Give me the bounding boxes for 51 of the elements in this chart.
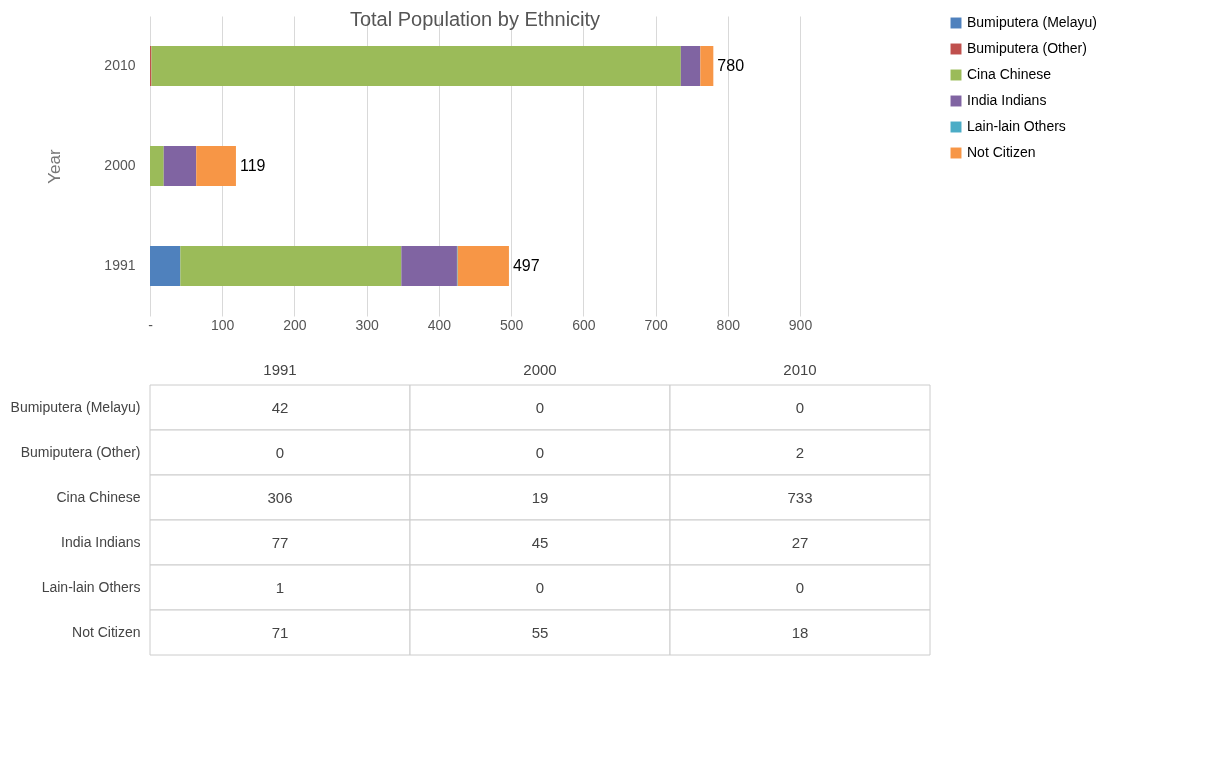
legend-label: Lain-lain Others — [967, 118, 1066, 134]
x-tick-label: 400 — [427, 316, 452, 333]
x-tick-label: 600 — [572, 316, 596, 333]
data-label: 0 — [795, 398, 805, 416]
data-label: 0 — [535, 398, 545, 416]
data-label: 2 — [795, 443, 805, 461]
y-tick-label: 1991 — [104, 257, 136, 273]
legend-label: Bumiputera (Melayu) — [967, 14, 1097, 30]
x-tick-label: 300 — [355, 316, 380, 333]
y-axis-title: Year — [45, 148, 65, 184]
y-tick-label: 2000 — [104, 157, 136, 173]
y-tick-label: India Indians — [61, 533, 141, 550]
data-label: 45 — [531, 533, 549, 551]
y-tick-label: Cina Chinese — [56, 488, 141, 505]
total-label: 497 — [512, 257, 540, 274]
chart-title: Total Population by Ethnicity — [349, 8, 601, 30]
y-tick-label: 2010 — [104, 57, 136, 73]
x-tick-label: 2000 — [523, 360, 557, 378]
y-tick-label: Bumiputera (Melayu) — [10, 398, 141, 415]
x-tick-label: 2010 — [783, 360, 817, 378]
x-tick-label: 1991 — [263, 360, 297, 378]
data-label: 0 — [535, 443, 545, 461]
y-tick-label: Lain-lain Others — [41, 578, 141, 595]
data-label: 27 — [791, 533, 809, 551]
x-tick-label: 100 — [211, 316, 235, 333]
legend-label: Not Citizen — [967, 144, 1036, 160]
x-tick-label: 700 — [644, 316, 668, 333]
total-label: 119 — [239, 157, 266, 174]
x-tick-label: 900 — [788, 316, 813, 333]
total-label: 780 — [717, 57, 745, 74]
x-tick-label: 500 — [499, 316, 524, 333]
data-label: 0 — [275, 443, 285, 461]
y-tick-label: Not Citizen — [72, 623, 141, 640]
legend-label: Cina Chinese — [967, 66, 1052, 82]
x-tick-label: 800 — [716, 316, 741, 333]
x-tick-label: - — [148, 316, 154, 333]
x-tick-label: 200 — [283, 316, 307, 333]
data-label: 0 — [795, 578, 805, 596]
data-label: 733 — [787, 488, 813, 506]
data-label: 55 — [531, 623, 549, 641]
legend-label: India Indians — [967, 92, 1047, 108]
data-label: 71 — [271, 623, 289, 641]
data-label: 1 — [275, 578, 285, 596]
data-label: 306 — [267, 488, 293, 506]
data-label: 77 — [271, 533, 289, 551]
data-label: 19 — [531, 488, 549, 506]
y-tick-label: Bumiputera (Other) — [20, 443, 141, 460]
legend-label: Bumiputera (Other) — [967, 40, 1087, 56]
data-label: 42 — [271, 398, 289, 416]
data-label: 18 — [791, 623, 809, 641]
data-label: 0 — [535, 578, 545, 596]
